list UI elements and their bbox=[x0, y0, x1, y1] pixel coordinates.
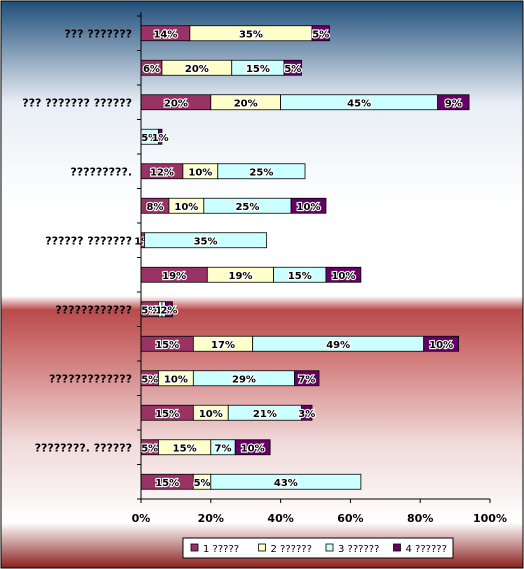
data-label: 12% bbox=[150, 167, 174, 178]
data-label: 15% bbox=[155, 409, 179, 420]
data-label: 15% bbox=[155, 340, 179, 351]
bar-segment bbox=[158, 128, 163, 145]
data-label: 25% bbox=[235, 202, 259, 213]
category-label: ?????????. bbox=[70, 165, 132, 178]
data-label: 19% bbox=[162, 271, 186, 282]
x-tick-label: 80% bbox=[407, 512, 433, 525]
x-tick-label: 40% bbox=[267, 512, 293, 525]
bar-segment bbox=[210, 473, 362, 490]
data-label: 19% bbox=[228, 271, 252, 282]
data-label: 21% bbox=[253, 409, 277, 420]
legend-swatch bbox=[190, 543, 199, 552]
legend-swatch bbox=[258, 543, 266, 552]
category-label: ??? ??????? bbox=[64, 27, 132, 40]
data-label: 20% bbox=[234, 98, 258, 109]
data-label: 6% bbox=[143, 64, 160, 75]
data-label: 10% bbox=[199, 409, 223, 420]
data-label: 10% bbox=[331, 271, 355, 282]
data-label: 49% bbox=[326, 340, 350, 351]
data-label: 3% bbox=[298, 409, 315, 420]
data-label: 8% bbox=[146, 202, 163, 213]
x-tick-label: 100% bbox=[473, 512, 507, 525]
data-label: 10% bbox=[297, 202, 321, 213]
legend-swatch bbox=[393, 543, 401, 552]
data-label: 17% bbox=[211, 340, 235, 351]
legend-swatch bbox=[325, 543, 334, 552]
data-label: 5% bbox=[312, 29, 329, 40]
data-label: 5% bbox=[284, 64, 301, 75]
data-label: 45% bbox=[347, 98, 371, 109]
data-label: 7% bbox=[298, 374, 315, 385]
data-label: 5% bbox=[194, 478, 211, 489]
bar-segment bbox=[165, 301, 173, 318]
data-label: 20% bbox=[164, 98, 188, 109]
data-label: 14% bbox=[153, 29, 177, 40]
legend-label: 1 ????? bbox=[203, 544, 239, 555]
bar-segment bbox=[423, 335, 459, 352]
data-label: 35% bbox=[194, 236, 218, 247]
data-label: 20% bbox=[185, 64, 209, 75]
data-label: 15% bbox=[288, 271, 312, 282]
bar-segment bbox=[283, 59, 302, 76]
bar-segment bbox=[234, 439, 271, 456]
data-label: 15% bbox=[173, 443, 197, 454]
data-label: 5% bbox=[141, 133, 158, 144]
data-label: 9% bbox=[445, 98, 462, 109]
x-tick-label: 0% bbox=[132, 512, 151, 525]
category-label: ????????. ?????? bbox=[35, 441, 132, 454]
data-label: 2% bbox=[160, 305, 177, 316]
data-label: 10% bbox=[174, 202, 198, 213]
bar-segment bbox=[311, 25, 330, 42]
legend-box bbox=[182, 537, 454, 559]
legend-label: 3 ?????? bbox=[338, 544, 379, 555]
data-label: 10% bbox=[429, 340, 453, 351]
data-label: 10% bbox=[188, 167, 212, 178]
data-label: 15% bbox=[246, 64, 270, 75]
data-label: 1% bbox=[152, 133, 169, 144]
data-label: 10% bbox=[164, 374, 188, 385]
data-label: 5% bbox=[141, 305, 158, 316]
x-tick-label: 60% bbox=[337, 512, 363, 525]
category-label: ??? ??????? ?????? bbox=[22, 96, 132, 109]
bar-segment bbox=[301, 404, 313, 421]
data-label: 29% bbox=[232, 374, 256, 385]
data-label: 7% bbox=[215, 443, 232, 454]
data-label: 15% bbox=[155, 478, 179, 489]
data-label: 25% bbox=[249, 167, 273, 178]
bar-segment bbox=[217, 163, 306, 180]
bar-segment bbox=[144, 232, 268, 249]
legend-label: 4 ?????? bbox=[406, 544, 447, 555]
bar-segment bbox=[437, 94, 470, 111]
bar-segment bbox=[290, 197, 327, 214]
data-label: 10% bbox=[241, 443, 265, 454]
data-label: 35% bbox=[239, 29, 263, 40]
x-tick-label: 20% bbox=[198, 512, 224, 525]
bar-segment bbox=[294, 370, 320, 387]
legend-label: 2 ?????? bbox=[271, 544, 312, 555]
data-label: 5% bbox=[141, 443, 158, 454]
category-label: ?????? ??????? bbox=[45, 234, 132, 247]
bar-segment bbox=[325, 266, 362, 283]
data-label: 43% bbox=[274, 478, 298, 489]
data-label: 5% bbox=[141, 374, 158, 385]
category-label: ???????????? bbox=[55, 303, 132, 316]
category-label: ????????????? bbox=[49, 372, 132, 385]
